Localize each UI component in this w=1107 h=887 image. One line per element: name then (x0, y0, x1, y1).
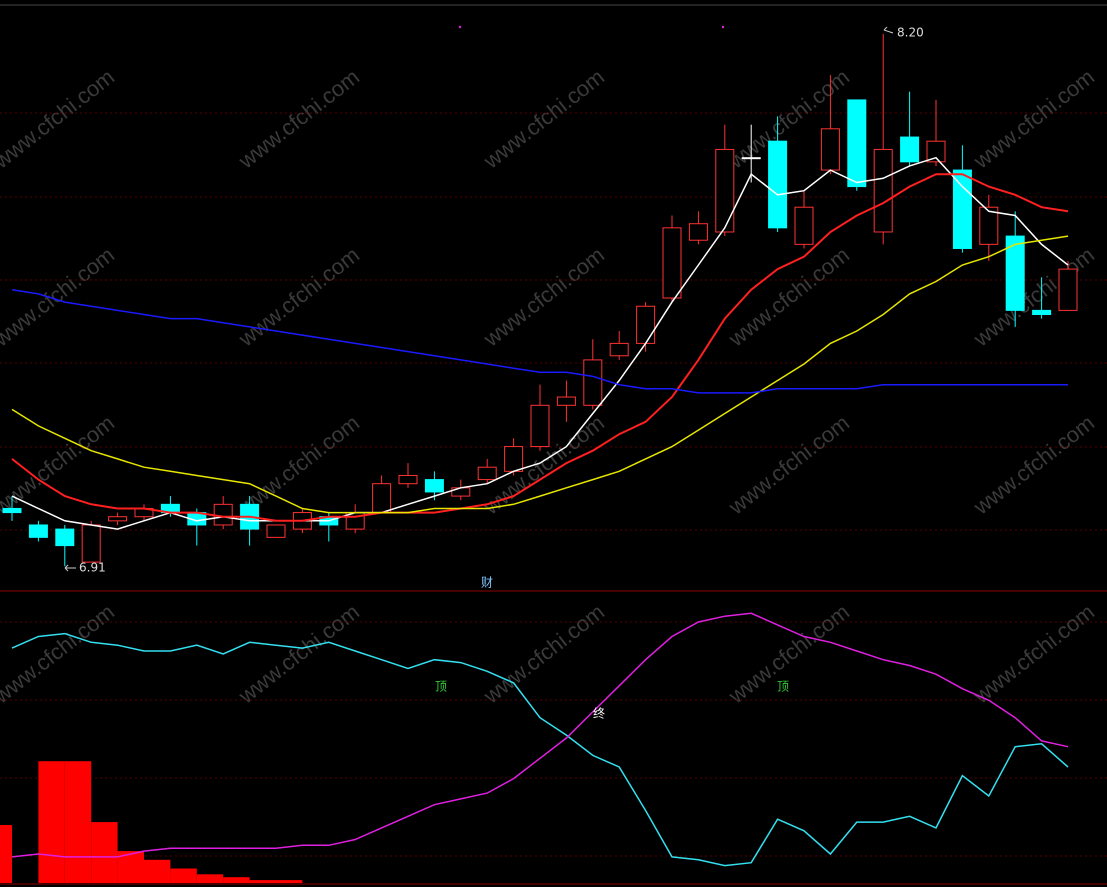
low-arrow (64, 564, 76, 572)
histogram-bar (196, 874, 224, 883)
signal-label: 终 (593, 706, 605, 721)
candle-body (741, 157, 761, 160)
candle-body (873, 148, 893, 233)
candle-body (108, 516, 128, 522)
candle-body (398, 474, 418, 485)
candle-body (372, 483, 392, 514)
candle-body (768, 140, 788, 229)
signal-label: 顶 (435, 680, 447, 694)
candle-body (847, 99, 867, 188)
candle-body (900, 136, 920, 163)
dot (721, 25, 725, 29)
candle-body (1005, 235, 1025, 311)
histogram-bar (249, 880, 276, 883)
histogram-bar (91, 822, 118, 883)
dot (458, 25, 462, 29)
histogram-bar (276, 880, 303, 883)
histogram-bar (223, 877, 250, 883)
histogram-bar (144, 859, 171, 883)
line-series (11, 632, 1069, 867)
candle-body (477, 466, 497, 481)
candle-body (81, 524, 101, 563)
line-series (11, 288, 1068, 394)
candle-body (28, 524, 48, 538)
candle-body (979, 206, 999, 245)
finance-marker: 财 (481, 576, 493, 590)
candle-body (583, 359, 603, 406)
candle-body (2, 507, 22, 514)
candle-body (609, 342, 629, 357)
plot (0, 33, 1078, 883)
candle-body (636, 305, 656, 344)
candle-body (926, 140, 946, 163)
line-series (11, 612, 1069, 858)
line-series (11, 173, 1069, 522)
candle-body (213, 503, 233, 526)
high-label: 8.20 (897, 26, 924, 40)
high-arrow (883, 26, 894, 34)
candle-body (1032, 309, 1052, 316)
histogram-bar (0, 825, 12, 883)
candle-body (424, 479, 444, 493)
candle-body (820, 128, 840, 171)
candle-body (530, 404, 550, 448)
candle-body (794, 206, 814, 245)
candle-body (952, 169, 972, 249)
candle-body (688, 223, 708, 241)
line-series (11, 156, 1069, 530)
candle-body (55, 528, 75, 547)
candle-body (715, 148, 735, 233)
low-label: 6.91 (79, 561, 106, 575)
histogram-bar (64, 761, 92, 883)
candle-body (556, 396, 576, 406)
signal-label: 顶 (777, 680, 789, 694)
candle-body (504, 446, 524, 472)
candle-body (662, 227, 682, 299)
histogram-bar (170, 868, 197, 883)
candle-body (1058, 268, 1078, 311)
histogram-bar (38, 761, 65, 883)
line-series (11, 235, 1069, 514)
candle-body (266, 524, 286, 538)
